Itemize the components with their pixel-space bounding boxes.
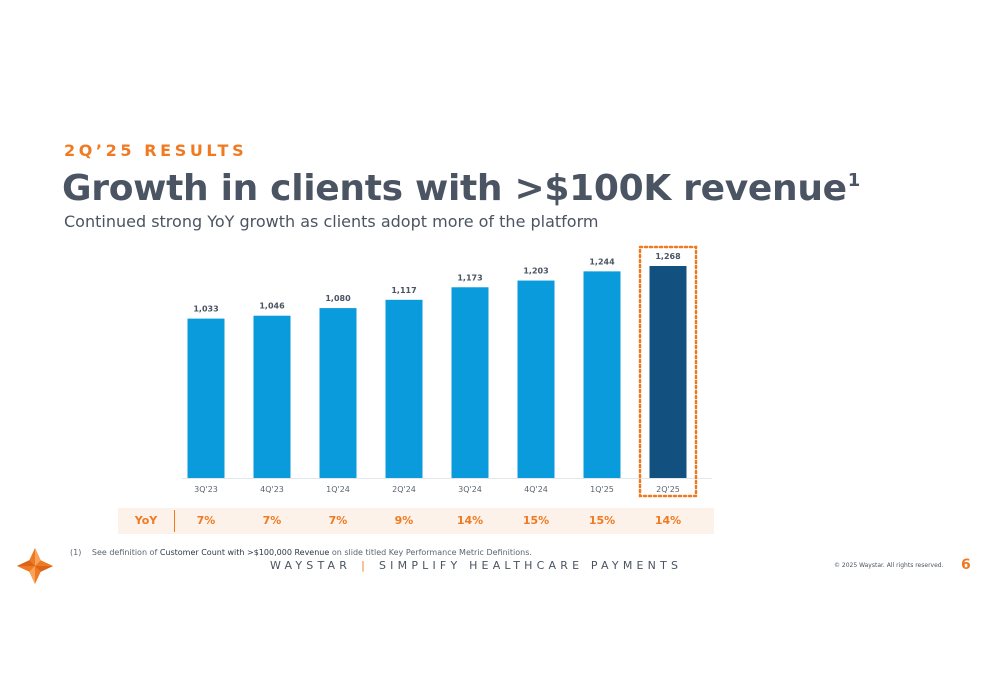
waystar-logo-icon xyxy=(16,547,54,585)
yoy-value-6: 15% xyxy=(588,514,616,527)
page-title: Growth in clients with >$100K revenue1 xyxy=(62,168,860,209)
yoy-value-5: 15% xyxy=(522,514,550,527)
x-tick-label-0: 3Q'23 xyxy=(194,485,218,494)
x-tick-label-7: 2Q'25 xyxy=(656,485,680,494)
page-title-text: Growth in clients with >$100K revenue xyxy=(62,168,847,209)
data-label-6: 1,244 xyxy=(589,257,615,266)
bar-2 xyxy=(319,308,357,478)
data-label-4: 1,173 xyxy=(457,273,482,282)
page-number: 6 xyxy=(961,557,971,573)
data-label-2: 1,080 xyxy=(325,294,351,303)
yoy-value-1: 7% xyxy=(262,514,282,527)
x-tick-label-5: 4Q'24 xyxy=(524,485,548,494)
title-footnote-marker: 1 xyxy=(847,170,861,191)
bar-1 xyxy=(253,315,291,478)
yoy-separator xyxy=(174,510,175,532)
bar-5 xyxy=(517,280,555,478)
data-label-0: 1,033 xyxy=(193,305,218,314)
bar-3 xyxy=(385,299,423,478)
footer-brand: WAYSTAR xyxy=(270,559,352,572)
footnote-marker: (1) xyxy=(70,548,82,557)
bar-0 xyxy=(187,318,225,478)
data-label-7: 1,268 xyxy=(655,252,681,261)
footer-separator: | xyxy=(361,559,369,572)
data-label-1: 1,046 xyxy=(259,302,285,311)
yoy-value-7: 14% xyxy=(654,514,682,527)
x-tick-label-6: 1Q'25 xyxy=(590,485,614,494)
yoy-value-4: 14% xyxy=(456,514,484,527)
footnote-emphasis: Customer Count with >$100,000 Revenue xyxy=(159,548,330,557)
yoy-value-2: 7% xyxy=(328,514,348,527)
footnote: (1) See definition of Customer Count wit… xyxy=(70,548,532,557)
data-label-3: 1,117 xyxy=(391,286,416,295)
data-label-5: 1,203 xyxy=(523,267,548,276)
x-tick-label-2: 1Q'24 xyxy=(326,485,350,494)
yoy-row: YoY 7% 7% 7% 9% 14% 15% 15% 14% xyxy=(118,508,714,534)
page-subtitle: Continued strong YoY growth as clients a… xyxy=(64,212,599,231)
bar-7 xyxy=(649,266,687,478)
yoy-label: YoY xyxy=(134,514,158,527)
x-tick-label-3: 2Q'24 xyxy=(392,485,416,494)
x-tick-label-1: 4Q'23 xyxy=(260,485,284,494)
copyright: © 2025 Waystar. All rights reserved. xyxy=(834,562,944,569)
footnote-suffix: on slide titled Key Performance Metric D… xyxy=(331,548,532,557)
x-tick-label-4: 3Q'24 xyxy=(458,485,482,494)
bar-6 xyxy=(583,271,621,478)
footer-brand-line: WAYSTAR | SIMPLIFY HEALTHCARE PAYMENTS xyxy=(270,559,682,572)
yoy-value-3: 9% xyxy=(394,514,414,527)
footnote-prefix: See definition of xyxy=(91,548,158,557)
section-eyebrow: 2Q’25 RESULTS xyxy=(64,141,248,160)
highlight-outline xyxy=(638,245,698,498)
yoy-value-0: 7% xyxy=(196,514,216,527)
bar-4 xyxy=(451,287,489,478)
footer-tagline: SIMPLIFY HEALTHCARE PAYMENTS xyxy=(379,559,683,572)
